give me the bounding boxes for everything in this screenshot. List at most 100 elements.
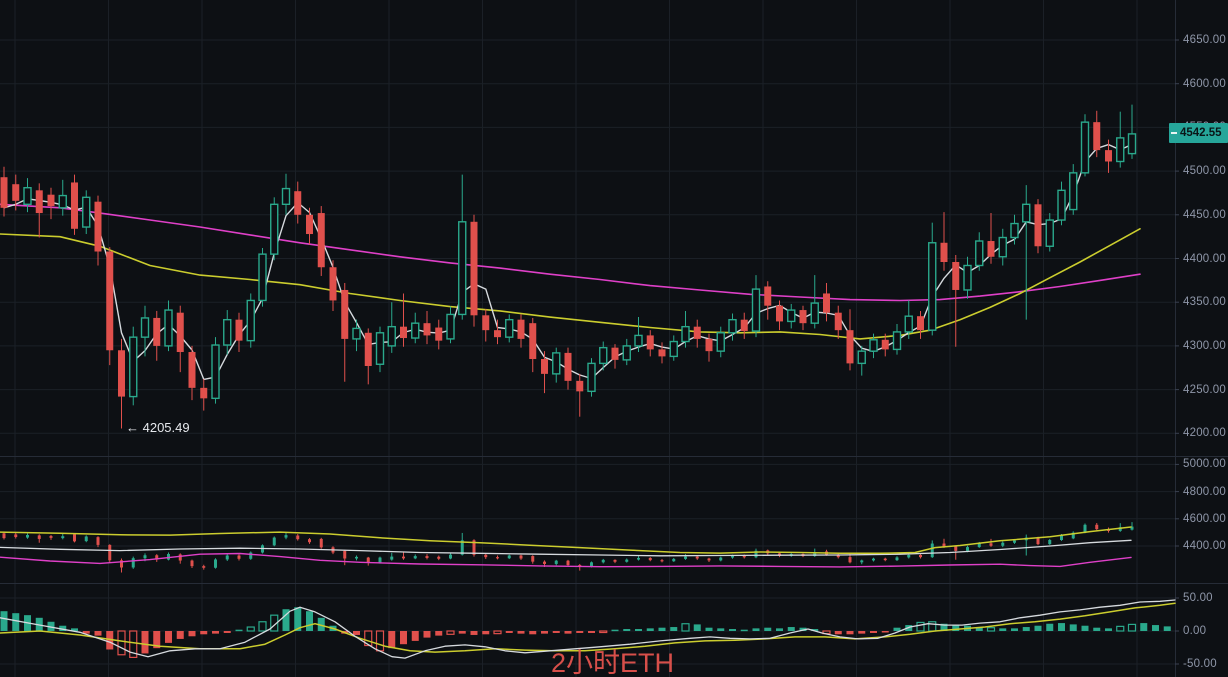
macd-histogram-bar <box>470 631 478 635</box>
macd-histogram-bar <box>458 631 466 634</box>
macd-histogram-bar <box>400 631 407 645</box>
macd-histogram-bar <box>0 611 8 631</box>
mid-bar-body <box>930 543 934 558</box>
macd-histogram-bar <box>646 628 654 631</box>
mid-bar-body <box>1013 540 1016 543</box>
candle-body <box>1127 133 1137 155</box>
mid-bar-body <box>472 540 476 555</box>
mid-bar-body <box>684 556 687 559</box>
macd-histogram-bar <box>1022 627 1030 631</box>
mid-bar-body <box>872 558 875 561</box>
candle-body <box>223 318 232 346</box>
macd-histogram-bar <box>576 631 584 633</box>
mid-bar-body <box>425 556 429 558</box>
mid-bar-body <box>977 543 981 548</box>
axis-label-price: 4250.00 <box>1183 383 1226 396</box>
mid-bar-body <box>860 560 864 563</box>
candle-body <box>82 196 91 228</box>
candle-body <box>1010 222 1019 239</box>
candle-body <box>799 310 807 324</box>
macd-histogram-bar <box>787 627 795 631</box>
mid-bar-body <box>519 555 523 559</box>
macd-histogram-bar <box>623 629 631 631</box>
mid-bar-body <box>848 557 852 563</box>
mid-bar-body <box>1095 524 1099 530</box>
macd-histogram-bar <box>1127 623 1137 632</box>
mid-ma-yellow-line <box>0 526 1132 555</box>
mid-bar-body <box>907 554 911 558</box>
mid-bar-body <box>167 554 170 560</box>
macd-histogram-bar <box>1011 628 1018 631</box>
candle-body <box>106 251 114 351</box>
candle-body <box>1093 122 1101 151</box>
macd-histogram-bar <box>364 630 373 647</box>
mid-bar-body <box>26 534 29 538</box>
mid-bar-body <box>883 558 887 561</box>
candle-body <box>587 362 596 393</box>
macd-histogram-bar <box>411 631 419 641</box>
macd-histogram-bar <box>94 631 102 636</box>
candle-body <box>740 319 748 332</box>
mid-bar-body <box>437 556 441 559</box>
mid-bar-body <box>143 555 147 559</box>
macd-histogram-bar <box>47 621 55 631</box>
mid-bar-body <box>496 557 499 559</box>
candle-body <box>658 349 666 357</box>
candle-body <box>963 264 972 291</box>
macd-histogram-bar <box>317 617 325 631</box>
mid-bar-body <box>84 536 88 542</box>
macd-histogram-bar <box>212 631 219 634</box>
candle-body <box>329 267 337 301</box>
candle-body <box>341 289 349 339</box>
candle-body <box>494 330 501 338</box>
candle-body <box>118 350 125 397</box>
mid-bar-body <box>272 537 276 546</box>
mid-bar-body <box>319 538 323 548</box>
candle-body <box>787 309 796 323</box>
mid-bar-body <box>108 544 112 561</box>
mid-bar-body <box>695 556 699 559</box>
mid-bar-body <box>202 566 206 568</box>
macd-histogram-bar <box>940 623 948 631</box>
mid-bar-body <box>989 543 993 546</box>
candle-body <box>751 288 761 332</box>
low-annotation: ← 4205.49 <box>126 420 190 435</box>
macd-histogram-bar <box>59 625 67 631</box>
mid-bar-body <box>637 557 640 560</box>
ma-magenta-line <box>0 203 1141 302</box>
macd-histogram-bar <box>1163 626 1171 631</box>
macd-histogram-bar <box>764 627 772 631</box>
macd-histogram-bar <box>811 629 819 631</box>
mid-bar-body <box>707 558 711 561</box>
macd-histogram-bar <box>752 628 760 631</box>
mid-bar-body <box>754 550 758 558</box>
candle-body <box>306 214 313 235</box>
macd-histogram-bar <box>129 630 138 658</box>
candle-body <box>517 319 525 339</box>
macd-histogram-bar <box>1093 627 1101 631</box>
macd-histogram-bar <box>388 631 396 649</box>
candle-body <box>776 305 783 322</box>
macd-line <box>0 599 1176 659</box>
candle-body <box>446 313 455 340</box>
candle-body <box>188 352 196 388</box>
mid-bar-body <box>966 547 969 551</box>
candle-body <box>646 335 654 350</box>
axis-label-macd: 0.00 <box>1183 625 1207 637</box>
macd-histogram-bar <box>693 624 701 631</box>
mid-bar-body <box>942 543 946 547</box>
candle-body <box>917 316 924 331</box>
axis-label-price: 4450.00 <box>1183 208 1226 221</box>
macd-histogram-bar <box>82 631 90 634</box>
macd-histogram-bar <box>541 631 548 634</box>
mid-bar-body <box>413 556 417 559</box>
macd-histogram-bar <box>529 631 537 635</box>
mid-bar-body <box>531 556 535 562</box>
macd-histogram-bar <box>493 630 502 635</box>
macd-histogram-bar <box>282 609 290 631</box>
mid-bar-body <box>1048 540 1052 545</box>
mid-bar-body <box>1036 537 1040 545</box>
mid-bar-body <box>155 555 159 560</box>
macd-histogram-bar <box>893 627 901 631</box>
